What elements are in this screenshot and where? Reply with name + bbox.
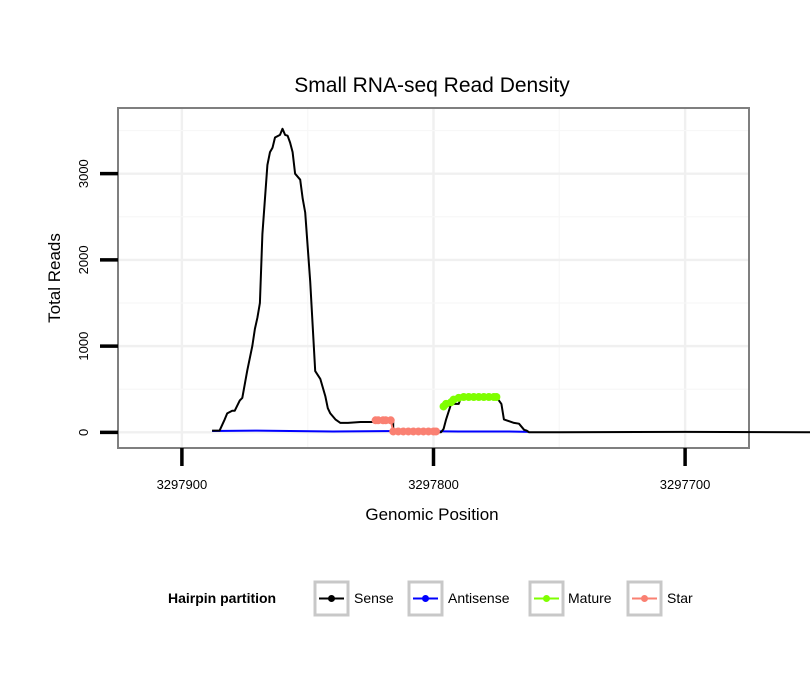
series-mature [439, 392, 501, 411]
legend: Hairpin partition Sense Antisense Mature St… [168, 580, 693, 617]
legend-item-mature: Mature [528, 580, 612, 617]
legend-label: Antisense [448, 590, 510, 606]
legend-key-point [543, 595, 550, 602]
chart-title: Small RNA-seq Read Density [294, 74, 570, 97]
legend-item-antisense: Antisense [407, 580, 510, 617]
legend-item-star: Star [626, 580, 693, 617]
series-star [371, 416, 441, 436]
legend-label: Mature [568, 590, 612, 606]
data-point-star [432, 427, 441, 436]
legend-label: Star [667, 590, 693, 606]
legend-key-point [641, 595, 648, 602]
legend-key-point [422, 595, 429, 602]
y-axis: 0 1000 2000 3000 [76, 159, 118, 436]
legend-title: Hairpin partition [168, 590, 276, 606]
x-axis-title: Genomic Position [365, 505, 498, 524]
x-axis: 3297900 3297800 3297700 [157, 448, 711, 492]
y-tick-label: 1000 [76, 332, 91, 361]
x-tick-label: 3297700 [660, 477, 711, 492]
series-layer [212, 127, 810, 436]
legend-label: Sense [354, 590, 394, 606]
data-point-star [386, 416, 395, 425]
data-point-mature [492, 392, 501, 401]
y-tick-label: 3000 [76, 159, 91, 188]
legend-items: Sense Antisense Mature Star [313, 580, 693, 617]
legend-key-point [328, 595, 335, 602]
y-axis-title: Total Reads [45, 233, 64, 323]
legend-item-sense: Sense [313, 580, 394, 617]
y-tick-label: 0 [76, 429, 91, 436]
y-tick-label: 2000 [76, 245, 91, 274]
x-tick-label: 3297800 [408, 477, 459, 492]
x-tick-label: 3297900 [157, 477, 208, 492]
